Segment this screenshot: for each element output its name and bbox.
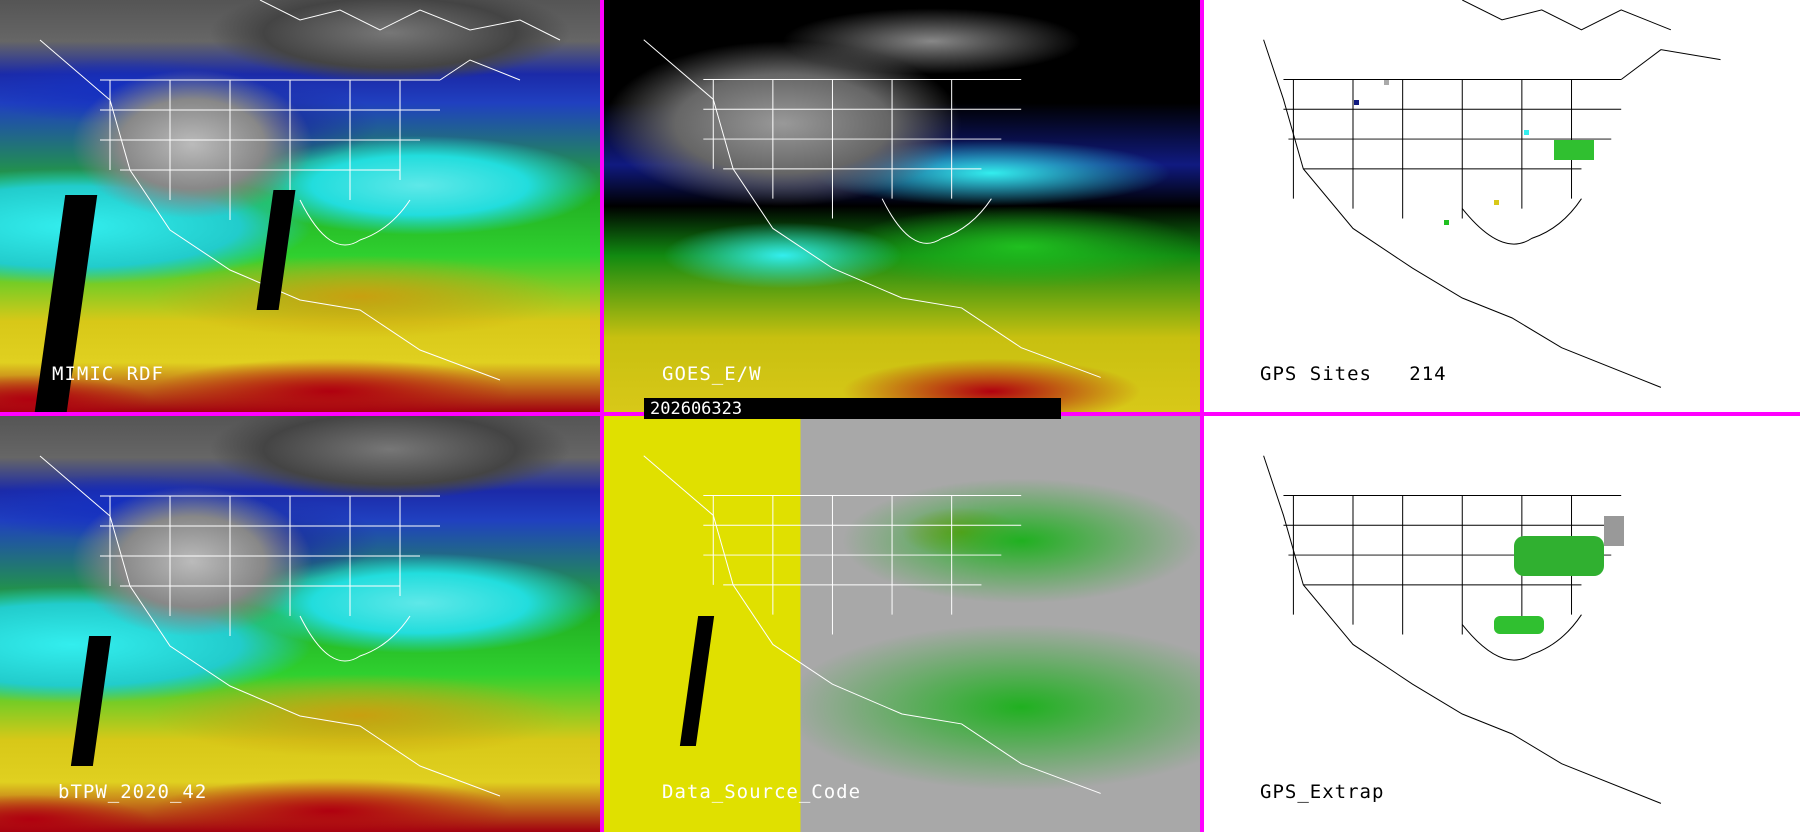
gps-site-marker <box>1494 200 1499 205</box>
mimic-rdf-panel: MIMIC RDF <box>0 0 600 412</box>
gps-sites-panel: GPS Sites 214 <box>1204 0 1800 412</box>
panel-label: GPS_Extrap <box>1260 781 1385 803</box>
gps-sites-label: GPS Sites <box>1260 363 1372 385</box>
gps-site-marker <box>1444 220 1449 225</box>
map-outline <box>643 455 1101 794</box>
panel-label: GOES_E/W <box>662 363 762 385</box>
map-outline <box>1263 0 1721 388</box>
map-outline <box>1263 455 1662 804</box>
panel-separator <box>600 412 1800 416</box>
panel-separator <box>600 0 604 832</box>
gps-sites-count: 214 <box>1409 363 1447 385</box>
map-outline <box>643 39 1101 378</box>
panel-label: GPS Sites 214 <box>1260 363 1447 385</box>
timestamp: 202606323 <box>650 399 743 419</box>
gps-site-marker <box>1384 80 1389 85</box>
btpw-panel: bTPW_2020_42 <box>0 416 600 832</box>
extrap-region <box>1514 536 1604 576</box>
map-outline <box>39 0 561 381</box>
extrap-region <box>1604 516 1624 546</box>
gps-site-marker <box>1354 100 1359 105</box>
gps-site-marker <box>1524 130 1529 135</box>
panel-separator <box>1200 0 1204 832</box>
panel-label: Data_Source_Code <box>662 781 862 803</box>
gps-extrap-panel: GPS_Extrap <box>1204 416 1800 832</box>
map-outline <box>39 455 501 797</box>
data-source-code-panel: Data_Source_Code <box>604 416 1200 832</box>
panel-label: bTPW_2020_42 <box>58 781 208 803</box>
panel-label: MIMIC RDF <box>52 363 164 385</box>
timestamp-bar: 202606323 <box>644 398 1061 419</box>
gps-site-marker <box>1554 140 1594 160</box>
extrap-region <box>1494 616 1544 634</box>
goes-panel: GOES_E/W <box>604 0 1200 412</box>
panel-separator <box>0 412 600 416</box>
